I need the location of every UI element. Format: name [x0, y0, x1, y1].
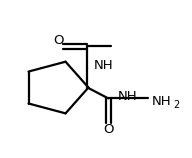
Text: 2: 2 — [174, 100, 180, 110]
Text: NH: NH — [94, 58, 114, 72]
Text: NH: NH — [152, 95, 171, 108]
Text: NH: NH — [118, 90, 138, 103]
Text: O: O — [103, 123, 113, 136]
Text: O: O — [53, 34, 63, 47]
